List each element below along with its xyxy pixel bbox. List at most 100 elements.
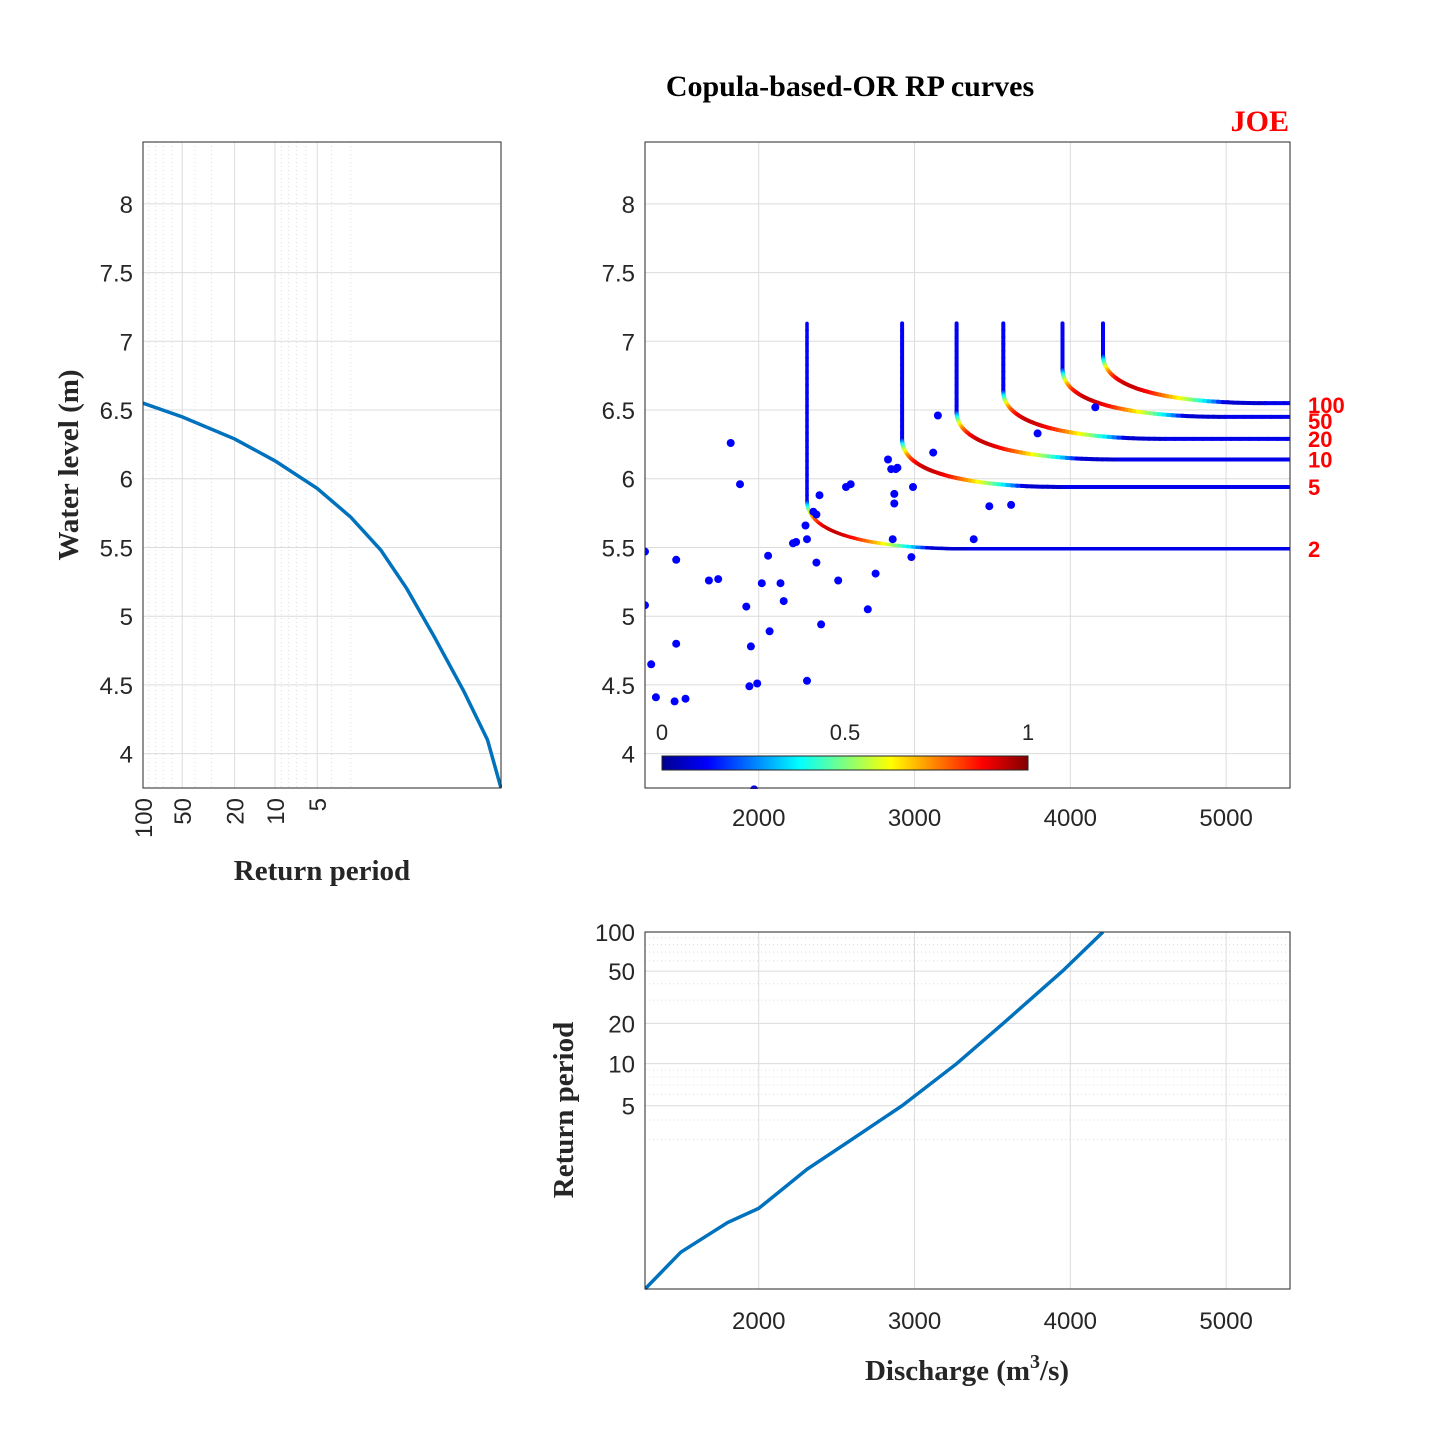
- rp-curve-label: 50: [1308, 409, 1332, 434]
- observation-point: [1033, 429, 1042, 438]
- bottom-panel: 100 50 20 10 5 2000 3000 4000 5000 Discharge (m3…: [548, 920, 1291, 1387]
- observation-point: [846, 480, 855, 489]
- main-ytick-label: 4: [622, 742, 635, 769]
- observation-point: [985, 502, 994, 511]
- observation-point: [812, 510, 821, 519]
- observation-point: [779, 597, 788, 606]
- main-xtick-label: 2000: [732, 805, 785, 832]
- bottom-ylabel: Return period: [548, 1022, 580, 1198]
- bottom-ytick-label: 20: [608, 1011, 635, 1038]
- main-ytick-label: 7.5: [602, 261, 635, 288]
- main-xtick-label: 3000: [888, 805, 941, 832]
- observation-point: [765, 627, 774, 636]
- bottom-ytick-label: 100: [595, 920, 635, 947]
- main-ytick-label: 8: [622, 192, 635, 219]
- left-ytick-label: 7: [120, 329, 133, 356]
- observation-point: [834, 576, 843, 585]
- bottom-ytick-label: 10: [608, 1052, 635, 1079]
- left-panel: 4 4.5 5 5.5 6 6.5 7 7.5 8 100 50 20 10 5 Return perio…: [53, 141, 502, 887]
- observation-point: [909, 483, 917, 491]
- observation-point: [736, 480, 744, 489]
- main-ytick-label: 6.5: [602, 398, 635, 425]
- rp-curve-label: 100: [1308, 393, 1345, 418]
- observation-point: [753, 679, 762, 688]
- rp-curve-20: [1001, 321, 1290, 441]
- observation-point: [764, 551, 773, 560]
- rp-curve-label: 20: [1308, 427, 1332, 452]
- colorbar-tick-label: 1: [1022, 720, 1034, 745]
- rp-curve-10: [954, 321, 1290, 462]
- observation-point: [893, 463, 902, 472]
- bottom-xtick-label: 5000: [1199, 1308, 1252, 1335]
- observation-point: [681, 694, 690, 703]
- observation-point: [672, 555, 681, 564]
- colorbar: [661, 755, 1029, 771]
- main-ytick-label: 5.5: [602, 535, 635, 562]
- bottom-ytick-label: 5: [622, 1094, 635, 1121]
- main-ytick-label: 7: [622, 329, 635, 356]
- rp-curve-2: [805, 321, 1290, 551]
- observation-point: [745, 682, 754, 691]
- observation-point: [672, 639, 681, 648]
- observation-point: [776, 579, 785, 588]
- left-ytick-label: 4.5: [100, 673, 133, 700]
- observation-point: [1007, 500, 1016, 509]
- observation-point: [933, 411, 942, 420]
- rp-curve-label: 2: [1308, 537, 1320, 562]
- left-ytick-label: 7.5: [100, 261, 133, 288]
- left-ytick-label: 8: [120, 192, 133, 219]
- main-ytick-label: 6: [622, 467, 635, 494]
- left-xtick-label: 50: [170, 798, 197, 825]
- observation-point: [803, 676, 811, 685]
- observation-point: [871, 569, 880, 578]
- observation-point: [812, 558, 821, 567]
- observation-point: [750, 785, 759, 789]
- rp-curve-label: 5: [1308, 475, 1320, 500]
- observation-point: [746, 642, 755, 651]
- observation-point: [670, 697, 679, 706]
- copula-name: JOE: [1231, 105, 1289, 138]
- left-ylabel: Water level (m): [53, 369, 85, 560]
- left-ytick-label: 5.5: [100, 535, 133, 562]
- bottom-xtick-label: 4000: [1044, 1308, 1097, 1335]
- left-xtick-label: 10: [263, 798, 290, 825]
- chart-title: Copula-based-OR RP curves: [666, 70, 1034, 103]
- observation-point: [726, 439, 735, 447]
- observation-point: [863, 605, 872, 614]
- main-xtick-label: 4000: [1044, 805, 1097, 832]
- left-ytick-label: 6.5: [100, 398, 133, 425]
- main-xtick-label: 5000: [1199, 805, 1252, 832]
- observation-point: [714, 575, 723, 584]
- observation-point: [890, 499, 899, 508]
- observation-point: [757, 579, 766, 588]
- left-ytick-label: 4: [120, 742, 133, 769]
- rp-curve-label: 10: [1308, 448, 1332, 473]
- left-ytick-label: 6: [120, 467, 133, 494]
- observation-point: [645, 601, 649, 610]
- left-ytick-label: 5: [120, 604, 133, 631]
- left-xtick-label: 20: [223, 798, 250, 825]
- colorbar-tick-label: 0: [656, 720, 668, 745]
- observation-point: [647, 660, 656, 669]
- main-ytick-label: 5: [622, 604, 635, 631]
- observation-point: [929, 448, 938, 457]
- observation-point: [1091, 403, 1100, 412]
- bottom-xlabel: Discharge (m3/s): [865, 1351, 1069, 1387]
- observation-point: [792, 538, 801, 546]
- observation-point: [884, 455, 892, 464]
- rp-curve-5: [900, 321, 1290, 489]
- left-xtick-label: 100: [131, 798, 158, 838]
- left-xlabel: Return period: [234, 855, 410, 887]
- bottom-xtick-label: 3000: [888, 1308, 941, 1335]
- observation-point: [907, 553, 916, 562]
- bottom-xtick-label: 2000: [732, 1308, 785, 1335]
- colorbar-tick-label: 0.5: [830, 720, 861, 745]
- observation-point: [704, 576, 713, 585]
- left-xtick-label: 5: [305, 798, 332, 811]
- observation-point: [888, 535, 897, 544]
- rp-curve-50: [1060, 321, 1290, 419]
- observation-point: [803, 535, 811, 544]
- observation-point: [645, 547, 649, 556]
- observation-point: [815, 491, 824, 500]
